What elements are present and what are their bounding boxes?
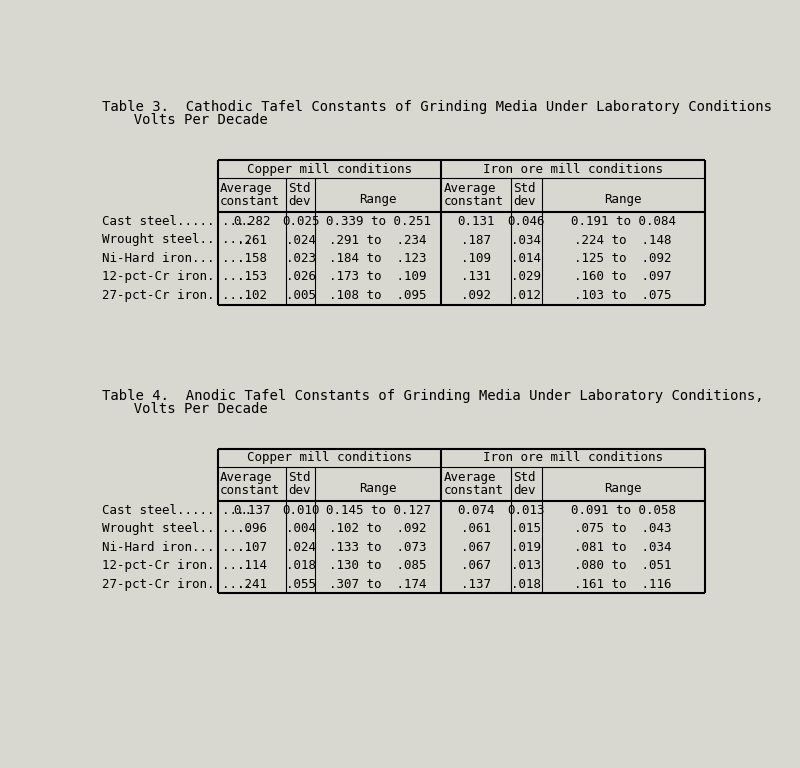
Text: Iron ore mill conditions: Iron ore mill conditions: [482, 163, 662, 176]
Text: .018: .018: [511, 578, 542, 591]
Text: Copper mill conditions: Copper mill conditions: [247, 452, 412, 465]
Text: Range: Range: [604, 193, 642, 206]
Text: .173 to  .109: .173 to .109: [330, 270, 427, 283]
Text: .224 to  .148: .224 to .148: [574, 233, 672, 247]
Text: 0.013: 0.013: [507, 504, 545, 517]
Text: .034: .034: [511, 233, 542, 247]
Text: 0.145 to 0.127: 0.145 to 0.127: [326, 504, 430, 517]
Text: .014: .014: [511, 252, 542, 265]
Text: Std: Std: [513, 471, 535, 484]
Text: .109: .109: [461, 252, 491, 265]
Text: 0.025: 0.025: [282, 215, 319, 228]
Text: 0.137: 0.137: [233, 504, 270, 517]
Text: Cast steel..........: Cast steel..........: [102, 215, 251, 228]
Text: Range: Range: [359, 193, 397, 206]
Text: constant: constant: [443, 195, 503, 208]
Text: .108 to  .095: .108 to .095: [330, 289, 427, 302]
Text: .067: .067: [461, 541, 491, 554]
Text: 0.131: 0.131: [457, 215, 494, 228]
Text: .161 to  .116: .161 to .116: [574, 578, 672, 591]
Text: .291 to  .234: .291 to .234: [330, 233, 427, 247]
Text: dev: dev: [513, 195, 535, 208]
Text: Average: Average: [443, 182, 496, 195]
Text: .102 to  .092: .102 to .092: [330, 522, 427, 535]
Text: 0.282: 0.282: [233, 215, 270, 228]
Text: .075 to  .043: .075 to .043: [574, 522, 672, 535]
Text: .158: .158: [237, 252, 267, 265]
Text: .125 to  .092: .125 to .092: [574, 252, 672, 265]
Text: 0.339 to 0.251: 0.339 to 0.251: [326, 215, 430, 228]
Text: Iron ore mill conditions: Iron ore mill conditions: [482, 452, 662, 465]
Text: .102: .102: [237, 289, 267, 302]
Text: .131: .131: [461, 270, 491, 283]
Text: .133 to  .073: .133 to .073: [330, 541, 427, 554]
Text: .018: .018: [286, 559, 316, 572]
Text: Volts Per Decade: Volts Per Decade: [117, 113, 268, 127]
Text: .153: .153: [237, 270, 267, 283]
Text: .130 to  .085: .130 to .085: [330, 559, 427, 572]
Text: constant: constant: [443, 484, 503, 497]
Text: Ni-Hard iron........: Ni-Hard iron........: [102, 541, 251, 554]
Text: .024: .024: [286, 233, 316, 247]
Text: .080 to  .051: .080 to .051: [574, 559, 672, 572]
Text: .005: .005: [286, 289, 316, 302]
Text: .107: .107: [237, 541, 267, 554]
Text: Range: Range: [359, 482, 397, 495]
Text: constant: constant: [220, 195, 280, 208]
Text: Wrought steel.......: Wrought steel.......: [102, 522, 251, 535]
Text: 0.091 to 0.058: 0.091 to 0.058: [570, 504, 676, 517]
Text: .012: .012: [511, 289, 542, 302]
Text: .261: .261: [237, 233, 267, 247]
Text: .137: .137: [461, 578, 491, 591]
Text: 27-pct-Cr iron......: 27-pct-Cr iron......: [102, 578, 251, 591]
Text: .061: .061: [461, 522, 491, 535]
Text: .067: .067: [461, 559, 491, 572]
Text: .055: .055: [286, 578, 316, 591]
Text: Std: Std: [288, 471, 311, 484]
Text: .029: .029: [511, 270, 542, 283]
Text: 27-pct-Cr iron......: 27-pct-Cr iron......: [102, 289, 251, 302]
Text: dev: dev: [513, 484, 535, 497]
Text: Average: Average: [443, 471, 496, 484]
Text: Table 3.  Cathodic Tafel Constants of Grinding Media Under Laboratory Conditions: Table 3. Cathodic Tafel Constants of Gri…: [102, 100, 771, 114]
Text: 0.046: 0.046: [507, 215, 545, 228]
Text: constant: constant: [220, 484, 280, 497]
Text: .023: .023: [286, 252, 316, 265]
Text: .103 to  .075: .103 to .075: [574, 289, 672, 302]
Text: Wrought steel.......: Wrought steel.......: [102, 233, 251, 247]
Text: Range: Range: [604, 482, 642, 495]
Text: dev: dev: [288, 195, 311, 208]
Text: 12-pct-Cr iron......: 12-pct-Cr iron......: [102, 270, 251, 283]
Text: .026: .026: [286, 270, 316, 283]
Text: Table 4.  Anodic Tafel Constants of Grinding Media Under Laboratory Conditions,: Table 4. Anodic Tafel Constants of Grind…: [102, 389, 763, 403]
Text: .019: .019: [511, 541, 542, 554]
Text: Ni-Hard iron........: Ni-Hard iron........: [102, 252, 251, 265]
Text: .114: .114: [237, 559, 267, 572]
Text: .241: .241: [237, 578, 267, 591]
Text: 12-pct-Cr iron......: 12-pct-Cr iron......: [102, 559, 251, 572]
Text: 0.191 to 0.084: 0.191 to 0.084: [570, 215, 676, 228]
Text: Std: Std: [288, 182, 311, 195]
Text: .015: .015: [511, 522, 542, 535]
Text: 0.074: 0.074: [457, 504, 494, 517]
Text: Cast steel..........: Cast steel..........: [102, 504, 251, 517]
Text: .307 to  .174: .307 to .174: [330, 578, 427, 591]
Text: 0.010: 0.010: [282, 504, 319, 517]
Text: .004: .004: [286, 522, 316, 535]
Text: .160 to  .097: .160 to .097: [574, 270, 672, 283]
Text: Average: Average: [220, 182, 273, 195]
Text: Volts Per Decade: Volts Per Decade: [117, 402, 268, 416]
Text: Std: Std: [513, 182, 535, 195]
Text: .187: .187: [461, 233, 491, 247]
Text: dev: dev: [288, 484, 311, 497]
Text: .081 to  .034: .081 to .034: [574, 541, 672, 554]
Text: Copper mill conditions: Copper mill conditions: [247, 163, 412, 176]
Text: .184 to  .123: .184 to .123: [330, 252, 427, 265]
Text: .092: .092: [461, 289, 491, 302]
Text: .096: .096: [237, 522, 267, 535]
Text: Average: Average: [220, 471, 273, 484]
Text: .013: .013: [511, 559, 542, 572]
Text: .024: .024: [286, 541, 316, 554]
